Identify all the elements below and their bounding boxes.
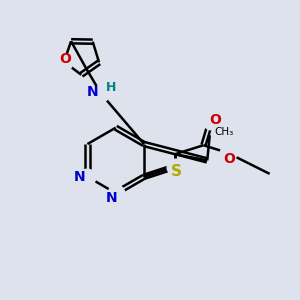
Text: N: N bbox=[87, 85, 98, 99]
Text: CH₃: CH₃ bbox=[214, 127, 233, 137]
Text: S: S bbox=[171, 164, 182, 178]
Text: O: O bbox=[60, 52, 71, 66]
Text: O: O bbox=[223, 152, 235, 166]
Text: O: O bbox=[209, 112, 221, 127]
Text: N: N bbox=[106, 190, 117, 205]
Text: N: N bbox=[74, 170, 86, 184]
Text: H: H bbox=[106, 81, 116, 94]
